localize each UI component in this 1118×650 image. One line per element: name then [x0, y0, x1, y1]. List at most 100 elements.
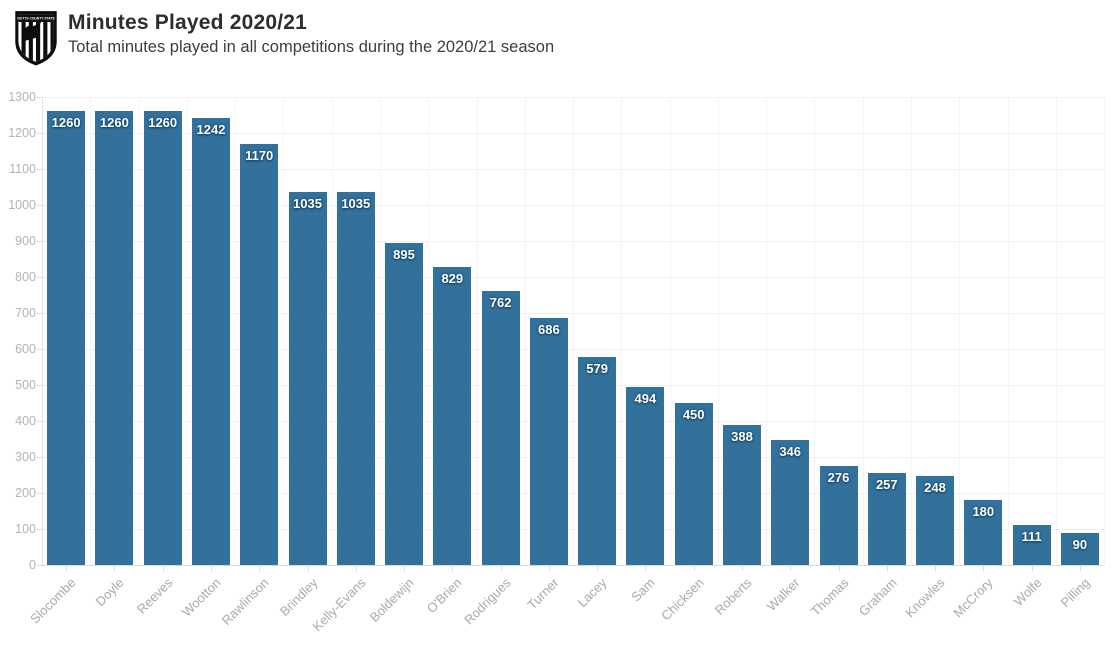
- axis-tick: [838, 565, 840, 571]
- bar-O'Brien[interactable]: 829: [433, 266, 472, 565]
- crest-stripe: [36, 21, 41, 62]
- gridline: [42, 313, 1104, 314]
- bar-Reeves[interactable]: 1260: [143, 111, 182, 565]
- y-axis-label: 200: [15, 486, 36, 500]
- gridline: [476, 97, 478, 565]
- gridline: [621, 97, 623, 565]
- bar-McCrory[interactable]: 180: [964, 500, 1003, 565]
- bar-value-label: 248: [924, 479, 946, 495]
- club-crest-logo: NOTTS COUNTY STATS: [15, 11, 57, 66]
- chart-subtitle: Total minutes played in all competitions…: [68, 38, 555, 56]
- axis-tick: [37, 169, 42, 170]
- axis-tick: [645, 565, 647, 571]
- bar-value-label: 1260: [51, 115, 81, 131]
- bar-Boldewijn[interactable]: 895: [385, 242, 423, 565]
- bar-Thomas[interactable]: 276: [819, 465, 858, 565]
- bar-Doyle[interactable]: 1260: [95, 111, 134, 565]
- crest-stripe: [43, 21, 48, 62]
- gridline: [910, 97, 912, 565]
- bar-Wolfe[interactable]: 111: [1012, 525, 1051, 565]
- axis-tick: [452, 565, 454, 571]
- crest-stripe: [21, 21, 26, 62]
- axis-tick: [259, 565, 261, 571]
- gridline: [862, 97, 864, 565]
- bar-Rodrigues[interactable]: 762: [481, 290, 520, 565]
- chart-title: Minutes Played 2020/21: [68, 11, 308, 34]
- axis-tick: [307, 565, 309, 571]
- axis-tick: [404, 565, 405, 571]
- bar-Slocombe[interactable]: 1260: [47, 111, 86, 565]
- bar-value-label: 579: [586, 360, 608, 376]
- bar-Lacey[interactable]: 579: [578, 356, 617, 565]
- y-axis-label: 1300: [8, 90, 36, 104]
- gridline: [669, 97, 671, 565]
- bar-value-label: 111: [1021, 529, 1042, 544]
- bar-Turner[interactable]: 686: [529, 318, 568, 565]
- gridline: [959, 97, 961, 565]
- gridline: [573, 97, 574, 565]
- crest-banner: [18, 14, 54, 22]
- gridline: [42, 133, 1104, 134]
- bar-Knowles[interactable]: 248: [916, 475, 954, 565]
- gridline: [379, 97, 381, 565]
- y-axis-label: 400: [15, 414, 36, 428]
- bar-value-label: 494: [634, 391, 657, 407]
- gridline: [235, 97, 237, 565]
- bar-value-label: 1260: [148, 115, 178, 131]
- bar-value-label: 388: [731, 429, 753, 445]
- bar-Wootton[interactable]: 1242: [192, 117, 230, 565]
- bar-Pilling[interactable]: 90: [1060, 532, 1099, 565]
- axis-tick: [1079, 565, 1081, 571]
- gridline: [428, 97, 430, 565]
- bar-Rawlinson[interactable]: 1170: [240, 143, 279, 565]
- bar-Chicksen[interactable]: 450: [674, 403, 713, 565]
- bar-Roberts[interactable]: 388: [723, 425, 761, 565]
- bar-Walker[interactable]: 346: [771, 440, 810, 565]
- y-axis-label: 1000: [8, 198, 36, 212]
- axis-tick: [162, 565, 164, 571]
- y-axis-label: 600: [15, 342, 36, 356]
- axis-tick: [37, 277, 42, 278]
- y-axis-label: 900: [15, 234, 36, 248]
- bar-value-label: 1035: [293, 196, 322, 212]
- bar-Sam[interactable]: 494: [626, 387, 665, 565]
- gridline: [42, 565, 1104, 566]
- bar-Graham[interactable]: 257: [867, 472, 906, 565]
- gridline: [717, 97, 719, 565]
- crest-banner-text: NOTTS COUNTY STATS: [17, 16, 55, 20]
- y-axis-label: 800: [15, 270, 36, 284]
- axis-tick: [983, 565, 985, 571]
- axis-tick: [37, 493, 42, 494]
- gridline: [42, 169, 1104, 170]
- axis-tick: [742, 565, 743, 571]
- bar-value-label: 829: [441, 270, 464, 286]
- bar-Brindley[interactable]: 1035: [288, 192, 327, 565]
- y-axis-label: 300: [15, 450, 36, 464]
- gridline: [1055, 97, 1057, 565]
- gridline: [766, 97, 768, 565]
- gridline: [524, 97, 526, 565]
- axis-tick: [37, 565, 42, 566]
- axis-tick: [37, 133, 42, 134]
- bar-Kelly-Evans[interactable]: 1035: [336, 192, 375, 565]
- bar-value-label: 1260: [99, 115, 129, 131]
- axis-tick: [37, 385, 42, 386]
- gridline: [283, 97, 285, 565]
- y-axis-line: [42, 97, 43, 565]
- crest-stripe: [50, 21, 54, 62]
- gridline: [42, 205, 1104, 206]
- gridline: [42, 97, 1104, 98]
- bar-value-label: 1242: [196, 121, 226, 137]
- axis-tick: [790, 565, 792, 571]
- y-axis-label: 700: [15, 306, 36, 320]
- y-axis-label: 0: [29, 558, 36, 572]
- bar-value-label: 450: [682, 407, 705, 422]
- magpie-icon: [22, 20, 42, 41]
- gridline: [42, 241, 1104, 242]
- axis-tick: [693, 565, 695, 571]
- crest-stripe: [28, 21, 33, 62]
- axis-tick: [114, 565, 116, 571]
- axis-tick: [37, 97, 42, 98]
- axis-tick: [355, 565, 357, 571]
